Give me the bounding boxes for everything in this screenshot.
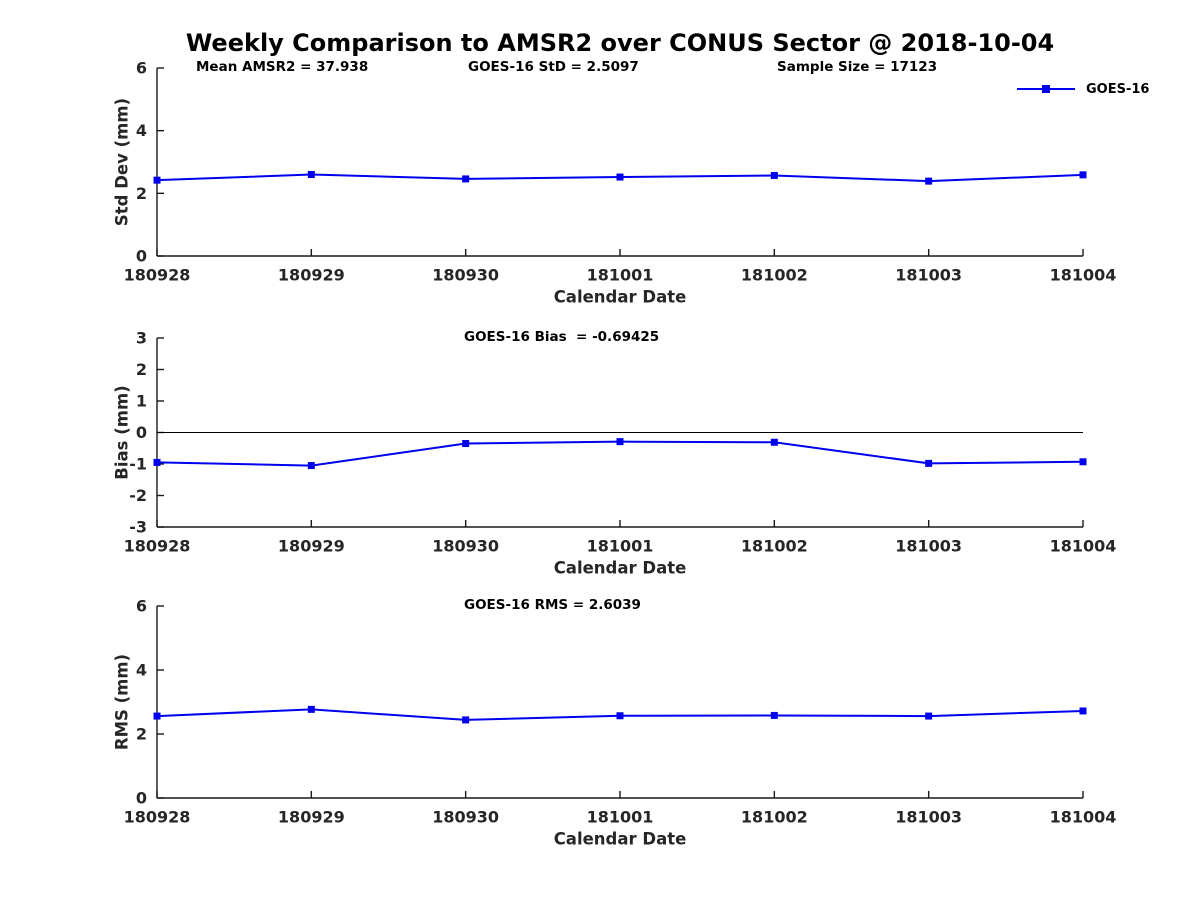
x-tick-label: 181004	[1050, 537, 1117, 556]
y-tick-label: -3	[129, 518, 147, 537]
x-tick-label: 181003	[895, 266, 962, 285]
y-tick-label: 0	[136, 789, 147, 808]
x-tick-label: 180928	[124, 266, 191, 285]
y-tick-label: 0	[136, 247, 147, 266]
y-tick-label: 2	[136, 184, 147, 203]
y-tick-label: -1	[129, 455, 147, 474]
data-point-marker	[153, 712, 161, 720]
x-tick-label: 181001	[587, 537, 654, 556]
y-axis-label: RMS (mm)	[113, 654, 132, 750]
x-tick-label: 181004	[1050, 266, 1117, 285]
data-point-marker	[1079, 171, 1087, 179]
x-tick-label: 180930	[432, 537, 499, 556]
data-point-marker	[616, 173, 624, 181]
y-axis-label: Bias (mm)	[113, 385, 132, 479]
data-point-marker	[1079, 707, 1087, 715]
data-point-marker	[770, 171, 778, 179]
x-tick-label: 181001	[587, 266, 654, 285]
data-point-marker	[462, 175, 470, 183]
data-point-marker	[153, 176, 161, 184]
y-tick-label: 4	[136, 661, 147, 680]
legend-line-marker-icon	[1017, 85, 1075, 93]
x-tick-label: 180929	[278, 266, 345, 285]
data-point-marker	[770, 438, 778, 446]
data-point-marker	[307, 462, 315, 470]
data-point-marker	[153, 458, 161, 466]
data-point-marker	[307, 705, 315, 713]
data-point-marker	[462, 716, 470, 724]
y-tick-label: 2	[136, 360, 147, 379]
x-tick-label: 180930	[432, 266, 499, 285]
legend-label: GOES-16	[1086, 81, 1150, 97]
annotation: GOES-16 Bias = -0.69425	[464, 329, 659, 345]
x-tick-label: 181004	[1050, 808, 1117, 827]
y-tick-label: 6	[136, 597, 147, 616]
data-point-marker	[1079, 458, 1087, 466]
x-tick-label: 181002	[741, 808, 808, 827]
legend: GOES-16	[1016, 81, 1149, 97]
y-axis-label: Std Dev (mm)	[113, 98, 132, 226]
y-tick-label: -2	[129, 486, 147, 505]
x-tick-label: 180928	[124, 537, 191, 556]
annotation: GOES-16 RMS = 2.6039	[464, 597, 641, 613]
data-point-marker	[770, 711, 778, 719]
data-point-marker	[925, 459, 933, 467]
x-axis-label: Calendar Date	[554, 830, 687, 849]
y-tick-label: 2	[136, 725, 147, 744]
x-tick-label: 180929	[278, 537, 345, 556]
x-tick-label: 180929	[278, 808, 345, 827]
data-point-marker	[925, 177, 933, 185]
y-tick-label: 1	[136, 392, 147, 411]
data-point-marker	[616, 712, 624, 720]
x-tick-label: 181003	[895, 808, 962, 827]
annotation: Sample Size = 17123	[777, 59, 937, 75]
x-tick-label: 181002	[741, 537, 808, 556]
data-point-marker	[462, 440, 470, 448]
x-axis-label: Calendar Date	[554, 288, 687, 307]
x-tick-label: 181002	[741, 266, 808, 285]
data-line	[156, 440, 1084, 467]
y-tick-label: 6	[136, 59, 147, 78]
data-point-marker	[925, 712, 933, 720]
x-axis-label: Calendar Date	[554, 559, 687, 578]
x-tick-label: 181001	[587, 808, 654, 827]
y-tick-label: 4	[136, 121, 147, 140]
data-point-marker	[616, 438, 624, 446]
annotation: GOES-16 StD = 2.5097	[468, 59, 639, 75]
x-tick-label: 180928	[124, 808, 191, 827]
y-tick-label: 3	[136, 329, 147, 348]
annotation: Mean AMSR2 = 37.938	[196, 59, 368, 75]
figure-title: Weekly Comparison to AMSR2 over CONUS Se…	[185, 29, 1055, 57]
y-tick-label: 0	[136, 423, 147, 442]
x-tick-label: 181003	[895, 537, 962, 556]
data-point-marker	[307, 171, 315, 179]
x-tick-label: 180930	[432, 808, 499, 827]
